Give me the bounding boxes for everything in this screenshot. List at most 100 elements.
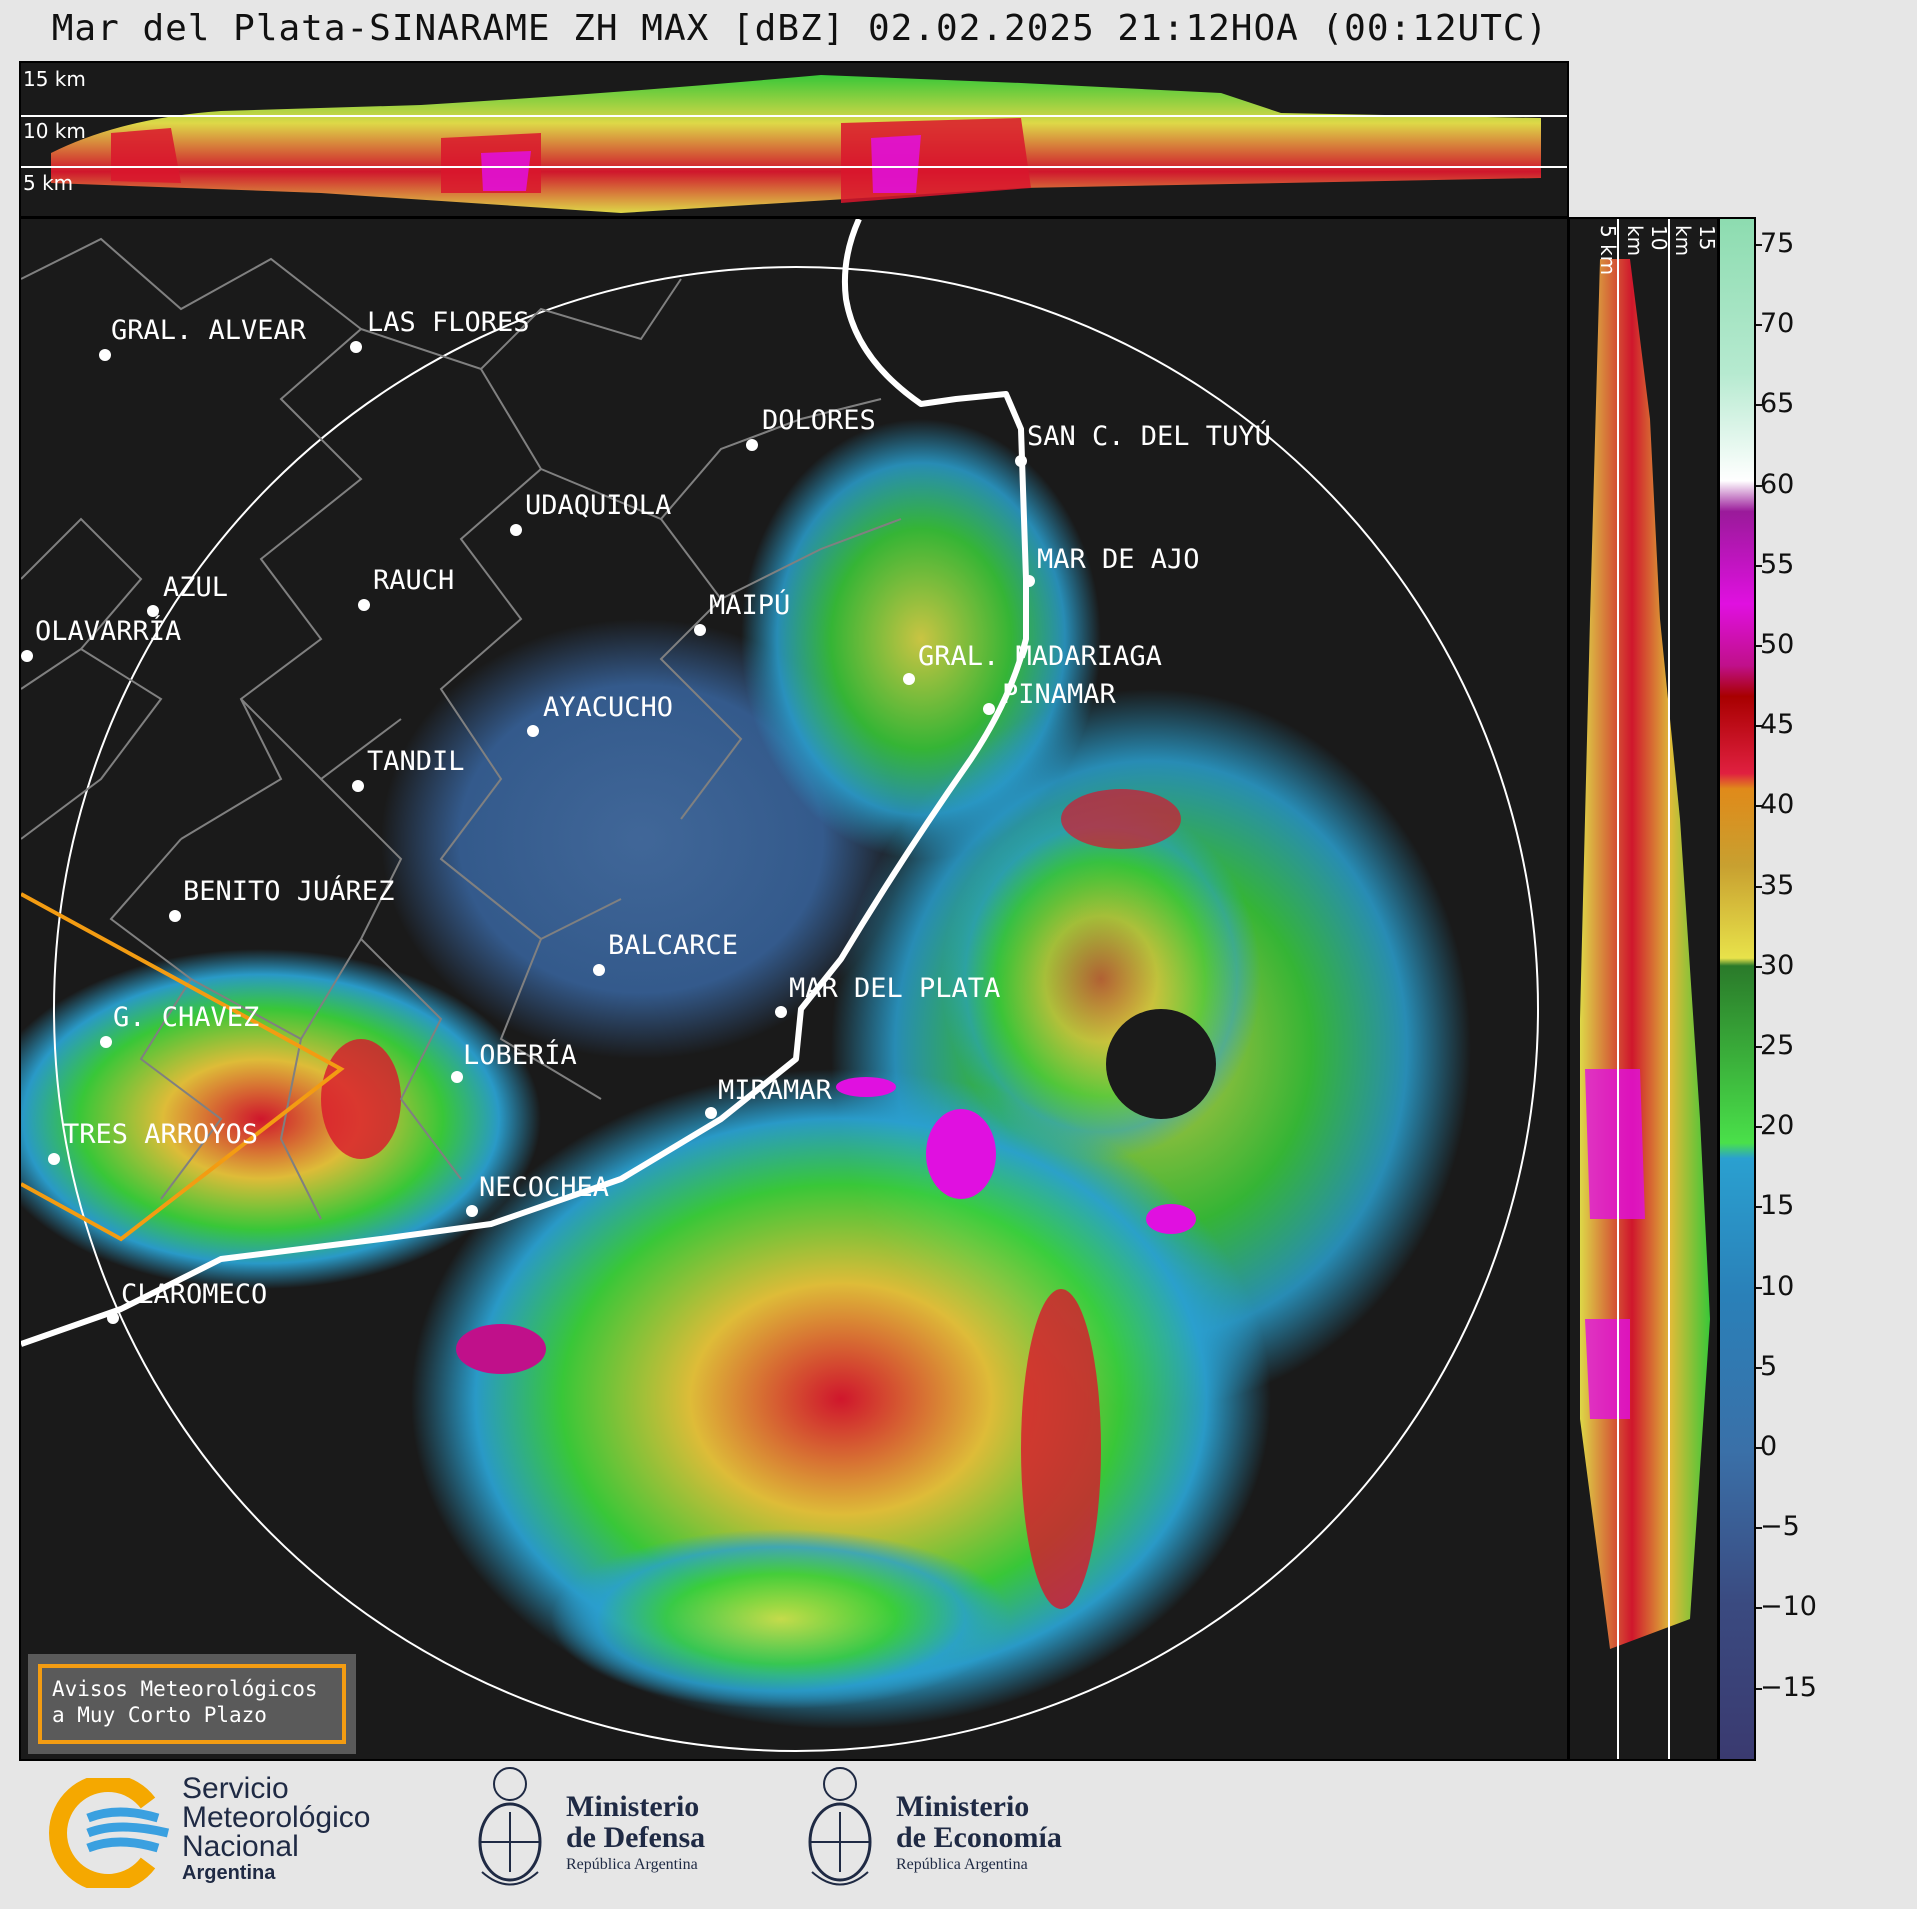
smn-logo-icon: [49, 1778, 170, 1888]
colorbar-tick-mark: [1756, 1607, 1762, 1610]
top-height-label-10: 10 km: [23, 119, 86, 143]
city-marker-pinamar: [983, 703, 995, 715]
colorbar-tick-label: 50: [1760, 629, 1795, 660]
smn-line2: Meteorológico: [182, 1801, 371, 1834]
city-marker-claromeco: [107, 1312, 119, 1324]
colorbar-tick-label: 75: [1760, 228, 1795, 259]
colorbar-tick-mark: [1756, 1206, 1762, 1209]
city-label-claromeco: CLAROMECO: [121, 1279, 268, 1310]
city-label-mar-del-plata: MAR DEL PLATA: [789, 973, 1001, 1004]
economia-line1: Ministerio: [896, 1790, 1030, 1823]
colorbar-tick-label: 5: [1760, 1350, 1778, 1382]
smn-line3: Nacional: [182, 1830, 299, 1863]
city-marker-g-chavez: [100, 1036, 112, 1048]
colorbar-tick-mark: [1756, 324, 1762, 327]
right-height-label-10: 10 km: [1623, 225, 1671, 257]
city-label-gral-alvear: GRAL. ALVEAR: [111, 315, 307, 346]
colorbar-tick-label: 70: [1760, 308, 1795, 340]
city-marker-dolores: [746, 439, 758, 451]
city-label-tandil: TANDIL: [367, 746, 465, 777]
cell-red-east: [1061, 789, 1181, 849]
economia-line3: República Argentina: [896, 1856, 1028, 1873]
top-height-label-15: 15 km: [23, 67, 86, 91]
radar-map[interactable]: GRAL. ALVEAR LAS FLORES DOLORES SAN C. D…: [19, 217, 1569, 1761]
coastline: [21, 219, 1029, 1347]
colorbar-tick-mark: [1756, 564, 1762, 567]
colorbar-tick-mark: [1756, 885, 1762, 888]
colorbar-tick-label: 0: [1760, 1431, 1778, 1462]
city-label-gral-madariaga: GRAL. MADARIAGA: [918, 641, 1162, 672]
top-cross-section-echo: [21, 75, 1567, 213]
colorbar-tick-mark: [1756, 1447, 1762, 1449]
colorbar-tick-label: −5: [1760, 1511, 1800, 1543]
colorbar-gradient: [1720, 219, 1754, 1759]
colorbar-tick-label: 35: [1760, 869, 1795, 901]
warning-box[interactable]: Avisos Meteorológicos a Muy Corto Plazo: [28, 1654, 356, 1754]
city-marker-rauch: [358, 599, 370, 611]
city-marker-las-flores: [350, 341, 362, 353]
city-label-pinamar: PINAMAR: [1002, 679, 1116, 710]
core-magenta-1: [926, 1109, 996, 1199]
city-label-udaquiola: UDAQUIOLA: [525, 490, 672, 521]
coat-of-arms-icon: [808, 1767, 872, 1886]
warning-line2: a Muy Corto Plazo: [52, 1703, 267, 1727]
warning-box-border: Avisos Meteorológicos a Muy Corto Plazo: [38, 1664, 346, 1744]
county-boundaries: [21, 237, 902, 1220]
colorbar-tick-label: 65: [1760, 388, 1795, 420]
colorbar-tick-mark: [1756, 1046, 1762, 1048]
right-cross-section: 5 km 10 km 15 km: [1568, 217, 1719, 1761]
city-marker-necochea: [466, 1205, 478, 1217]
city-marker-tres-arroyos: [48, 1153, 60, 1165]
right-height-label-15: 15 km: [1671, 225, 1719, 257]
colorbar-tick-label: 55: [1760, 548, 1795, 580]
city-marker-mar-de-ajo: [1023, 575, 1035, 587]
colorbar-tick-label: 40: [1760, 789, 1795, 821]
top-cross-section: 15 km 10 km 5 km: [19, 61, 1569, 218]
cell-red-west: [321, 1039, 401, 1159]
colorbar-tick-mark: [1756, 965, 1762, 968]
colorbar-tick-mark: [1756, 1687, 1762, 1690]
city-label-rauch: RAUCH: [373, 565, 455, 596]
warning-line1: Avisos Meteorológicos: [52, 1677, 318, 1701]
echo-gap: [1106, 1009, 1216, 1119]
colorbar-tick-mark: [1756, 645, 1762, 647]
economia-line2: de Economía: [896, 1821, 1062, 1854]
defensa-line1: Ministerio: [566, 1790, 700, 1823]
colorbar-tick-label: 45: [1760, 709, 1795, 741]
city-marker-balcarce: [593, 964, 605, 976]
colorbar-tick-label: 10: [1760, 1270, 1795, 1302]
city-marker-tandil: [352, 780, 364, 792]
coat-of-arms-icon: [478, 1767, 542, 1886]
range-ring: [53, 266, 1539, 1752]
city-label-benito-juarez: BENITO JUÁREZ: [183, 876, 395, 907]
colorbar-tick-mark: [1756, 1286, 1762, 1289]
colorbar-tick-label: −10: [1760, 1591, 1817, 1623]
core-magenta-4: [836, 1077, 896, 1097]
colorbar-tick-mark: [1756, 1366, 1762, 1369]
colorbar-tick-label: 30: [1760, 949, 1795, 981]
defensa-line3: República Argentina: [566, 1856, 698, 1873]
city-marker-loberia: [451, 1071, 463, 1083]
top-height-label-5: 5 km: [23, 171, 74, 195]
colorbar-tick-mark: [1756, 404, 1762, 407]
right-height-label-5: 5 km: [1596, 225, 1620, 276]
colorbar-tick-mark: [1756, 244, 1762, 246]
city-marker-olavarria: [21, 650, 33, 662]
colorbar-tick-mark: [1756, 805, 1762, 808]
echo-south-edge: [551, 1529, 1011, 1709]
colorbar-tick-label: 15: [1760, 1190, 1795, 1222]
defensa-line2: de Defensa: [566, 1821, 706, 1854]
radar-map-svg: [21, 219, 1539, 1752]
chart-title: Mar del Plata-SINARAME ZH MAX [dBZ] 02.0…: [51, 8, 1549, 49]
core-magenta-2: [456, 1324, 546, 1374]
city-label-las-flores: LAS FLORES: [367, 307, 530, 338]
city-label-tres-arroyos: TRES ARROYOS: [63, 1119, 259, 1150]
colorbar-tick-mark: [1756, 725, 1762, 728]
colorbar-tick-mark: [1756, 1126, 1762, 1129]
city-marker-maipu: [694, 624, 706, 636]
city-marker-gral-madariaga: [903, 673, 915, 685]
city-label-g-chavez: G. CHAVEZ: [113, 1002, 260, 1033]
colorbar-tick-label: 20: [1760, 1110, 1795, 1142]
city-label-ayacucho: AYACUCHO: [543, 692, 674, 723]
warning-polygon[interactable]: [21, 892, 345, 1242]
